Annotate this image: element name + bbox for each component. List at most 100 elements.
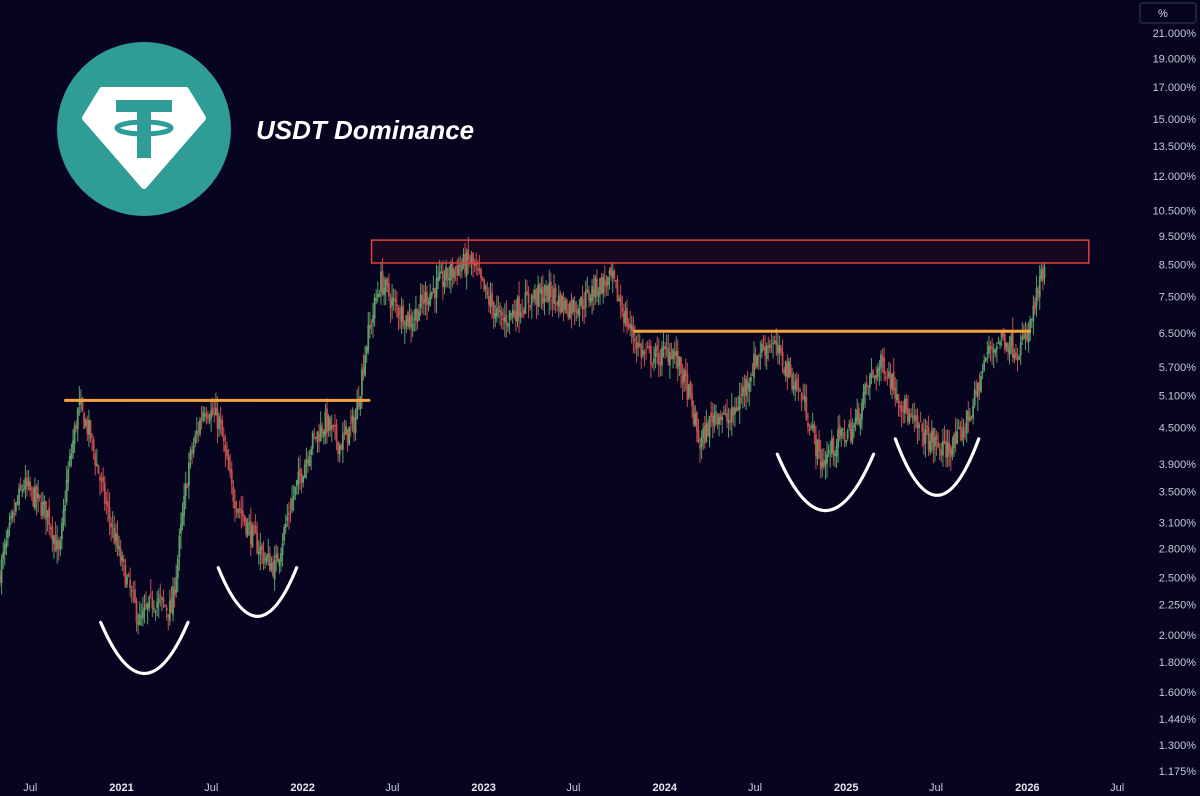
candle-body <box>141 610 144 619</box>
candle-body <box>840 429 843 436</box>
candle-body <box>419 294 422 309</box>
candle-body <box>449 264 452 281</box>
candle-body <box>29 481 32 491</box>
candle-body <box>500 311 503 317</box>
cup-pattern-arc[interactable] <box>775 452 876 513</box>
candle-body <box>272 562 274 576</box>
candle-body <box>383 288 386 296</box>
candle-body <box>616 279 619 302</box>
candle-body <box>1007 343 1009 352</box>
candle-body <box>954 431 957 444</box>
candle-body <box>668 352 671 366</box>
candle-body <box>702 428 705 438</box>
candle-body <box>53 536 55 545</box>
candle-body <box>335 424 338 442</box>
candle-body <box>156 602 159 609</box>
candle-body <box>365 346 368 354</box>
candle-body <box>261 545 263 551</box>
candle-body <box>811 425 814 429</box>
candle-body <box>751 374 754 376</box>
candle-body <box>418 311 420 321</box>
candle-body <box>772 343 774 345</box>
candle-body <box>876 368 879 377</box>
axis-unit-box[interactable] <box>1139 2 1197 24</box>
y-tick-label: 1.800% <box>1159 657 1197 669</box>
candle-body <box>111 525 114 527</box>
candle-body <box>794 381 797 389</box>
y-tick-label: 3.500% <box>1159 487 1197 499</box>
candle-body <box>237 509 240 513</box>
candle-body <box>713 413 716 427</box>
candle-body <box>173 589 176 596</box>
candle-body <box>508 310 511 321</box>
candle-body <box>35 486 38 502</box>
candle-body <box>127 574 130 576</box>
candle-body <box>492 302 495 317</box>
candle-body <box>656 345 659 350</box>
candle-body <box>435 278 438 299</box>
candle-body <box>962 430 965 438</box>
candle-body <box>861 402 863 420</box>
candle-body <box>348 426 351 446</box>
candle-body <box>172 586 174 615</box>
candle-body <box>326 408 328 433</box>
candle-body <box>684 370 687 377</box>
candle-body <box>816 439 819 459</box>
candle-body <box>507 323 509 327</box>
candle-body <box>0 574 1 584</box>
candle-body <box>426 291 428 306</box>
y-tick-label: 12.000% <box>1153 171 1197 183</box>
candle-body <box>546 285 549 303</box>
candle-body <box>746 380 749 389</box>
candle-body <box>748 383 751 392</box>
candle-body <box>313 434 316 436</box>
candle-body <box>407 311 409 326</box>
candle-body <box>257 552 260 554</box>
candle-body <box>514 311 517 321</box>
candle-body <box>689 381 692 395</box>
candle-body <box>908 414 911 422</box>
candle-body <box>184 483 187 497</box>
candle-body <box>227 455 230 470</box>
candle-body <box>824 459 827 465</box>
cup-pattern-arc[interactable] <box>216 566 299 618</box>
candle-body <box>513 310 516 316</box>
candle-body <box>788 361 790 378</box>
x-tick-label: Jul <box>566 782 580 794</box>
candle-body <box>729 421 732 423</box>
candle-body <box>294 486 297 496</box>
candle-body <box>700 436 703 447</box>
candle-body <box>80 400 82 404</box>
cup-pattern-arc[interactable] <box>99 620 190 676</box>
candle-body <box>246 522 249 536</box>
candle-body <box>648 345 651 349</box>
candle-body <box>405 315 408 327</box>
candle-body <box>561 295 563 313</box>
candle-body <box>721 416 724 420</box>
candle-body <box>376 294 379 298</box>
candle-body <box>1024 333 1027 339</box>
candle-body <box>30 487 33 489</box>
candle-body <box>591 286 593 301</box>
candle-body <box>102 477 105 483</box>
candle-body <box>764 346 767 356</box>
candle-body <box>203 414 206 416</box>
candle-body <box>132 590 135 592</box>
candle-body <box>238 508 241 511</box>
candle-body <box>602 276 605 293</box>
candle-body <box>526 291 528 296</box>
price-axis-panel[interactable] <box>1132 0 1200 796</box>
candle-body <box>2 552 5 560</box>
cup-pattern-arc[interactable] <box>893 437 981 497</box>
candle-body <box>846 430 849 439</box>
candle-body <box>607 276 609 286</box>
candle-body <box>953 434 955 449</box>
candle-body <box>681 374 684 385</box>
candle-body <box>832 437 835 455</box>
candle-body <box>84 420 87 426</box>
candle-body <box>268 553 271 572</box>
resistance-zone[interactable] <box>370 239 1090 264</box>
y-tick-label: 2.000% <box>1159 630 1197 642</box>
candle-body <box>667 348 670 362</box>
candle-body <box>176 558 179 579</box>
